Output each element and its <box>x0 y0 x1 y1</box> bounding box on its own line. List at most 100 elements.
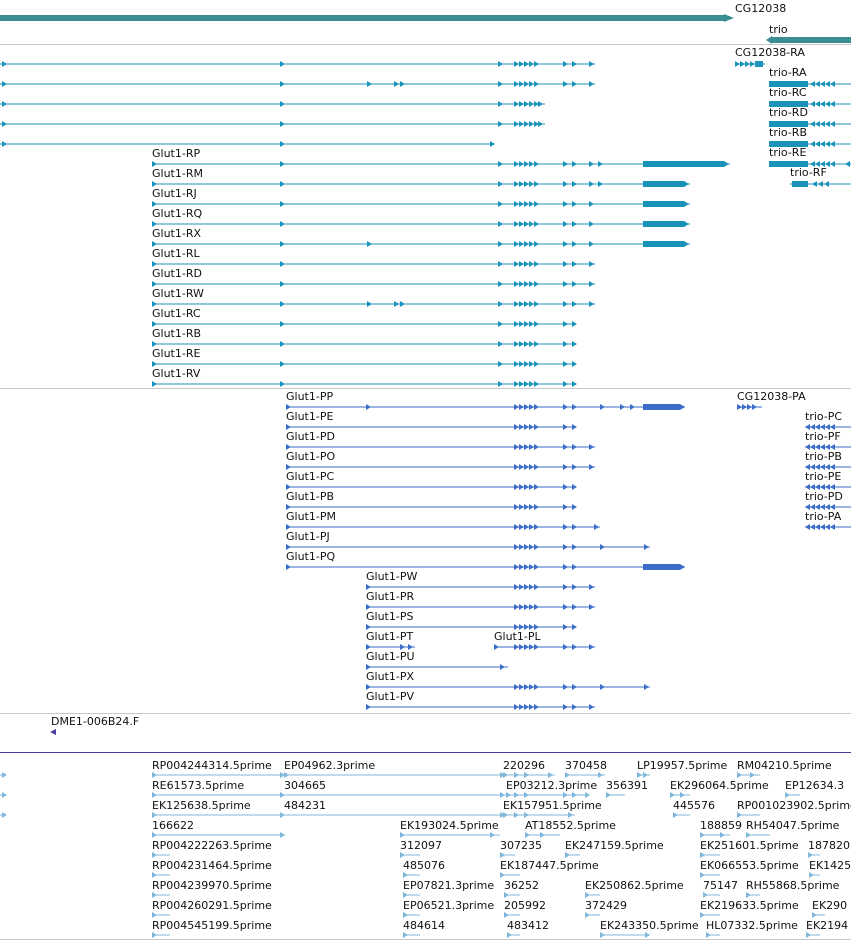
est-label[interactable]: AT18552.5prime <box>525 819 616 832</box>
protein-label-glut1-px[interactable]: Glut1-PX <box>366 670 415 683</box>
est-label[interactable]: EK125638.5prime <box>152 799 251 812</box>
protein-label-glut1-pu[interactable]: Glut1-PU <box>366 650 415 663</box>
transcript-label-glut1-rc[interactable]: Glut1-RC <box>152 307 201 320</box>
est-label[interactable]: 484231 <box>284 799 326 812</box>
est-label[interactable]: EK187447.5prime <box>500 859 599 872</box>
est-label[interactable]: 372429 <box>585 899 627 912</box>
transcript-label-cg12038-ra[interactable]: CG12038-RA <box>735 46 805 59</box>
est-label[interactable]: 187820 <box>808 839 850 852</box>
protein-label-glut1-pv[interactable]: Glut1-PV <box>366 690 414 703</box>
est-label[interactable]: 188859 <box>700 819 742 832</box>
transcript-label-glut1-rb[interactable]: Glut1-RB <box>152 327 202 340</box>
protein-label-glut1-pr[interactable]: Glut1-PR <box>366 590 415 603</box>
est-label[interactable]: EK247159.5prime <box>565 839 664 852</box>
est-label[interactable]: EP07821.3prime <box>403 879 495 892</box>
est-label[interactable]: RP004222263.5prime <box>152 839 272 852</box>
est-label[interactable]: EK243350.5prime <box>600 919 699 932</box>
est-label[interactable]: 166622 <box>152 819 194 832</box>
est-label[interactable]: RP004545199.5prime <box>152 919 272 932</box>
protein-label-glut1-pb[interactable]: Glut1-PB <box>286 490 335 503</box>
est-label[interactable]: 370458 <box>565 759 607 772</box>
transcript-label-glut1-rm[interactable]: Glut1-RM <box>152 167 203 180</box>
est-label[interactable]: RP004244314.5prime <box>152 759 272 772</box>
est-label[interactable]: EP04962.3prime <box>284 759 376 772</box>
est-label[interactable]: 356391 <box>606 779 648 792</box>
est-label[interactable]: RP001023902.5prime <box>737 799 851 812</box>
est-label[interactable]: EP12634.3 <box>785 779 845 792</box>
est-label[interactable]: 36252 <box>504 879 539 892</box>
est-label[interactable]: RP004239970.5prime <box>152 879 272 892</box>
protein-label-cg12038-pa[interactable]: CG12038-PA <box>737 390 806 403</box>
est-label[interactable]: EK219633.5prime <box>700 899 799 912</box>
est-label[interactable]: 312097 <box>400 839 442 852</box>
cg12038-gene-label[interactable]: CG12038 <box>735 2 787 15</box>
trio-gene-label[interactable]: trio <box>769 23 788 36</box>
transcript-label-glut1-rj[interactable]: Glut1-RJ <box>152 187 197 200</box>
clone-label-dme1-006b24-f[interactable]: DME1-006B24.F <box>51 715 140 728</box>
est-label[interactable]: 220296 <box>503 759 545 772</box>
est-label[interactable]: 445576 <box>673 799 715 812</box>
est-label[interactable]: EK296064.5prime <box>670 779 769 792</box>
est-label[interactable]: EK193024.5prime <box>400 819 499 832</box>
transcript-label-glut1-rx[interactable]: Glut1-RX <box>152 227 202 240</box>
est-label[interactable]: RH55868.5prime <box>746 879 840 892</box>
protein-label-glut1-pc[interactable]: Glut1-PC <box>286 470 335 483</box>
protein-label-trio-pa[interactable]: trio-PA <box>805 510 842 523</box>
protein-label-glut1-pq[interactable]: Glut1-PQ <box>286 550 336 563</box>
transcript-label-trio-re[interactable]: trio-RE <box>769 146 807 159</box>
est-label[interactable]: EK2194 <box>806 919 849 932</box>
est-label[interactable]: EK1425 <box>809 859 851 872</box>
est-label[interactable]: 484614 <box>403 919 445 932</box>
protein-label-trio-pc[interactable]: trio-PC <box>805 410 843 423</box>
transcript-label-trio-ra[interactable]: trio-RA <box>769 66 807 79</box>
est-label[interactable]: 304665 <box>284 779 326 792</box>
glut1-gene-bar[interactable] <box>0 15 725 21</box>
protein-label-glut1-ps[interactable]: Glut1-PS <box>366 610 414 623</box>
protein-label-glut1-pe[interactable]: Glut1-PE <box>286 410 334 423</box>
transcript-label-trio-rc[interactable]: trio-RC <box>769 86 807 99</box>
est-label[interactable]: 483412 <box>507 919 549 932</box>
est-label[interactable]: 307235 <box>500 839 542 852</box>
est-label[interactable]: EP03212.3prime <box>506 779 598 792</box>
transcript-label-trio-rf[interactable]: trio-RF <box>790 166 827 179</box>
est-label[interactable]: EK157951.5prime <box>503 799 602 812</box>
est-label[interactable]: RP004260291.5prime <box>152 899 272 912</box>
est-label[interactable]: EK251601.5prime <box>700 839 799 852</box>
transcript-label-glut1-rq[interactable]: Glut1-RQ <box>152 207 203 220</box>
protein-label-glut1-pm[interactable]: Glut1-PM <box>286 510 336 523</box>
exon-marker <box>524 444 529 450</box>
protein-label-glut1-pj[interactable]: Glut1-PJ <box>286 530 330 543</box>
protein-label-trio-pe[interactable]: trio-PE <box>805 470 842 483</box>
est-label[interactable]: RM04210.5prime <box>737 759 832 772</box>
trio-gene-bar[interactable] <box>772 37 851 43</box>
protein-label-trio-pd[interactable]: trio-PD <box>805 490 843 503</box>
transcript-label-glut1-rv[interactable]: Glut1-RV <box>152 367 201 380</box>
transcript-label-glut1-rd[interactable]: Glut1-RD <box>152 267 202 280</box>
est-label[interactable]: EP06521.3prime <box>403 899 495 912</box>
protein-label-glut1-po[interactable]: Glut1-PO <box>286 450 336 463</box>
est-label[interactable]: EK250862.5prime <box>585 879 684 892</box>
protein-label-glut1-pl[interactable]: Glut1-PL <box>494 630 541 643</box>
est-label[interactable]: EK066553.5prime <box>700 859 799 872</box>
est-label[interactable]: RH54047.5prime <box>746 819 840 832</box>
transcript-label-glut1-re[interactable]: Glut1-RE <box>152 347 201 360</box>
transcript-label-glut1-rl[interactable]: Glut1-RL <box>152 247 200 260</box>
est-label[interactable]: EK290 <box>812 899 848 912</box>
transcript-label-trio-rb[interactable]: trio-RB <box>769 126 807 139</box>
est-label[interactable]: HL07332.5prime <box>706 919 798 932</box>
transcript-label-trio-rd[interactable]: trio-RD <box>769 106 808 119</box>
protein-label-glut1-pp[interactable]: Glut1-PP <box>286 390 334 403</box>
est-label[interactable]: RE61573.5prime <box>152 779 245 792</box>
protein-label-trio-pf[interactable]: trio-PF <box>805 430 841 443</box>
est-label[interactable]: 485076 <box>403 859 445 872</box>
est-label[interactable]: RP004231464.5prime <box>152 859 272 872</box>
transcript-label-glut1-rp[interactable]: Glut1-RP <box>152 147 201 160</box>
protein-label-glut1-pd[interactable]: Glut1-PD <box>286 430 335 443</box>
protein-label-glut1-pt[interactable]: Glut1-PT <box>366 630 414 643</box>
est-label[interactable]: LP19957.5prime <box>637 759 728 772</box>
protein-label-glut1-pw[interactable]: Glut1-PW <box>366 570 418 583</box>
protein-label-trio-pb[interactable]: trio-PB <box>805 450 842 463</box>
est-label[interactable]: 205992 <box>504 899 546 912</box>
transcript-label-glut1-rw[interactable]: Glut1-RW <box>152 287 204 300</box>
est-label[interactable]: 75147 <box>703 879 738 892</box>
